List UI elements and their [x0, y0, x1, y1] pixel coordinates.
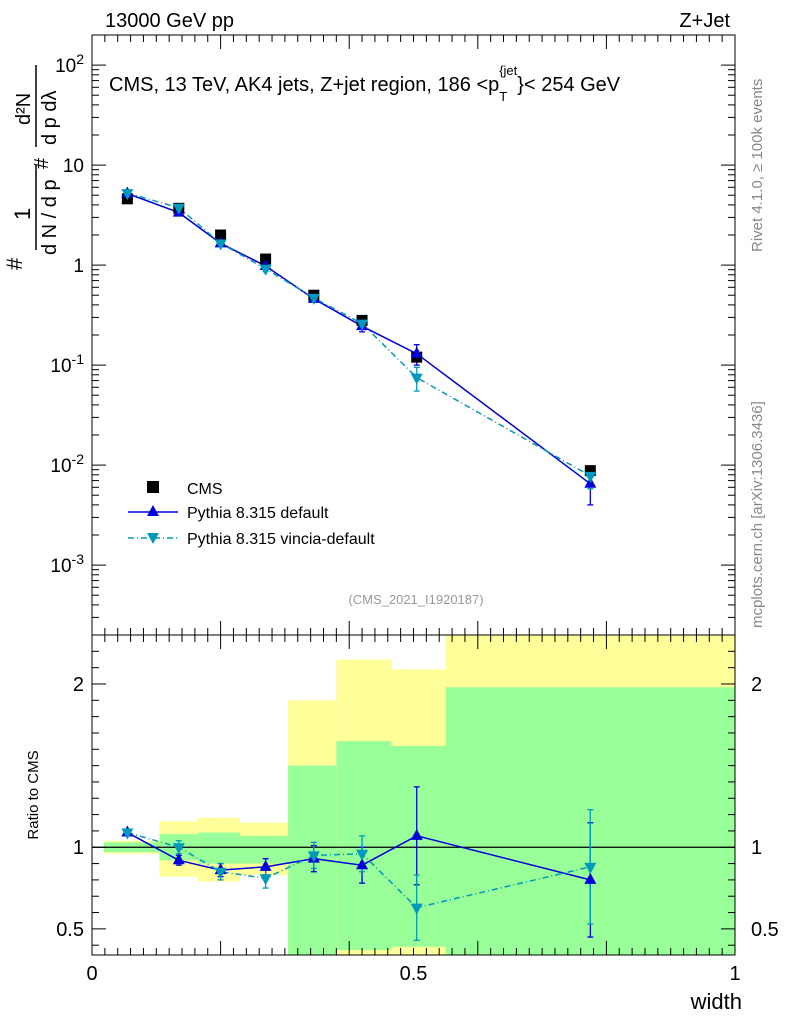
- main-line-vincia: [127, 192, 591, 477]
- main-point-vincia: [307, 293, 320, 305]
- legend: CMS Pythia 8.315 default Pythia 8.315 vi…: [128, 481, 375, 548]
- ratio-point-vincia: [172, 843, 185, 855]
- main-data: [121, 186, 597, 506]
- main-x-ticks: [91, 35, 736, 635]
- ratio-point-vincia: [307, 851, 320, 863]
- ratio-y-tick-label-left: 0.5: [56, 919, 84, 941]
- ratio-point-vincia: [356, 849, 369, 861]
- legend-label-cms: CMS: [187, 481, 223, 498]
- x-tick-label: 1: [729, 963, 740, 985]
- ratio-point-vincia: [259, 874, 272, 886]
- rivet-label: Rivet 4.1.0, ≥ 100k events: [749, 79, 766, 252]
- main-point-vincia: [584, 471, 597, 483]
- ratio-point-vincia: [214, 867, 227, 879]
- title-pre: CMS, 13 TeV, AK4 jets, Z+jet region, 186…: [109, 74, 499, 96]
- main-point-vincia: [410, 373, 423, 385]
- ratio-point-default: [356, 858, 369, 870]
- header-left: 13000 GeV pp: [105, 10, 234, 32]
- ratio-y-tick-label-left: 2: [73, 674, 84, 696]
- x-tick-label: 0.5: [400, 963, 428, 985]
- mcplots-label: mcplots.cern.ch [arXiv:1306.3436]: [749, 401, 766, 628]
- header-right: Z+Jet: [679, 10, 730, 32]
- ratio-y-tick-label-right: 0.5: [751, 919, 779, 941]
- title-sub: T: [499, 89, 507, 104]
- ratio-line-vincia: [127, 831, 591, 909]
- main-point-cms: [584, 465, 596, 477]
- y-label-one: 1: [10, 208, 35, 220]
- y-label-dn: d N / d p: [39, 179, 61, 255]
- ratio-band-inner: [239, 835, 289, 864]
- ratio-bands: [92, 635, 735, 955]
- legend-marker-cms: [147, 481, 159, 493]
- ratio-x-ticks: 0 0.5 1: [86, 635, 741, 985]
- main-y-ticks: 10-3 10-2 10-1 1 10 102: [50, 34, 735, 636]
- x-axis-label: width: [690, 989, 742, 1014]
- legend-label-default: Pythia 8.315 default: [187, 505, 329, 522]
- y-label-dpt: d p dλ: [39, 91, 61, 145]
- legend-marker-default: [147, 505, 159, 516]
- main-y-axis-label: # 1 d N / d p # d²N d p dλ: [2, 65, 61, 270]
- main-y-tick-label: 10-3: [50, 551, 84, 577]
- ratio-point-vincia: [121, 828, 134, 840]
- ratio-y-tick-label-left: 1: [73, 837, 84, 859]
- ratio-band-inner: [198, 832, 240, 864]
- ratio-point-vincia: [410, 903, 423, 915]
- main-point-vincia: [172, 203, 185, 215]
- ratio-point-default: [410, 828, 423, 840]
- x-tick-label: 0: [86, 963, 97, 985]
- main-y-tick-label: 102: [55, 51, 84, 77]
- ratio-y-tick-label-right: 1: [751, 837, 762, 859]
- main-line-default: [127, 192, 591, 485]
- ratio-y-axis-label: Ratio to CMS: [25, 750, 42, 839]
- ratio-line-default: [127, 831, 591, 881]
- legend-marker-vincia: [147, 533, 159, 544]
- ratio-panel: 0.5 0.51 12 2 0 0.5 1: [56, 634, 779, 985]
- title-post: }< 254 GeV: [517, 74, 621, 96]
- ratio-y-tick-label-right: 2: [751, 674, 762, 696]
- main-y-tick-label: 10-1: [50, 351, 84, 377]
- analysis-id: (CMS_2021_I1920187): [348, 592, 483, 607]
- main-point-vincia: [356, 319, 369, 331]
- main-y-tick-label: 10: [63, 156, 84, 177]
- ratio-y-ticks: 0.5 0.5 1 1 2 2: [56, 650, 779, 946]
- legend-label-vincia: Pythia 8.315 vincia-default: [187, 531, 375, 548]
- y-label-hash1: #: [2, 257, 27, 270]
- main-point-vincia: [121, 189, 134, 201]
- main-point-cms: [215, 229, 227, 241]
- title-sup: {jet: [499, 63, 517, 78]
- main-point-vincia: [214, 239, 227, 251]
- ratio-point-default: [259, 859, 272, 871]
- main-point-default: [410, 346, 423, 358]
- ratio-band-inner: [336, 741, 391, 951]
- ratio-point-default: [172, 853, 185, 865]
- plot-title: CMS, 13 TeV, AK4 jets, Z+jet region, 186…: [109, 63, 621, 104]
- y-label-hash2: #: [31, 157, 53, 169]
- ratio-point-default: [584, 872, 597, 884]
- ratio-point-vincia: [584, 862, 597, 874]
- main-panel: 10-3 10-2 10-1 1 10 102: [50, 34, 736, 636]
- ratio-data: [121, 786, 597, 941]
- main-y-tick-label: 10-2: [50, 451, 84, 477]
- ratio-band-inner: [390, 746, 446, 947]
- y-label-d2n: d²N: [13, 93, 35, 125]
- main-y-tick-label: 1: [73, 256, 84, 277]
- main-point-vincia: [259, 264, 272, 276]
